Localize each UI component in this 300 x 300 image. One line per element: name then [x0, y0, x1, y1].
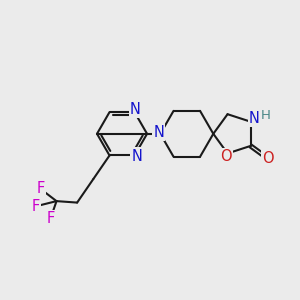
Text: N: N	[153, 124, 164, 140]
Text: F: F	[46, 211, 55, 226]
Text: F: F	[36, 181, 44, 196]
Text: N: N	[249, 111, 260, 126]
Text: O: O	[262, 151, 274, 166]
Text: N: N	[131, 148, 142, 164]
Text: N: N	[130, 102, 141, 117]
Text: F: F	[31, 199, 39, 214]
Text: H: H	[260, 109, 270, 122]
Text: O: O	[220, 149, 232, 164]
